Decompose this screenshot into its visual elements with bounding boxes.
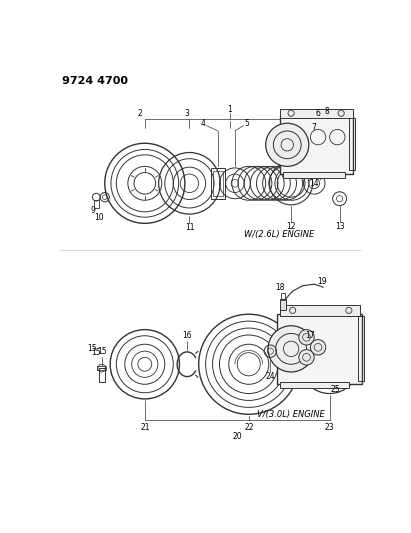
- Bar: [94, 200, 99, 208]
- Circle shape: [299, 329, 314, 345]
- Text: 3: 3: [185, 109, 189, 118]
- Text: 9724 4700: 9724 4700: [62, 76, 128, 86]
- Text: 15: 15: [97, 348, 106, 357]
- Bar: [279, 116, 353, 174]
- Text: 19: 19: [317, 277, 327, 286]
- Bar: [99, 368, 105, 382]
- Text: 5: 5: [244, 119, 249, 128]
- Circle shape: [266, 123, 309, 166]
- Bar: [212, 171, 223, 196]
- Text: 20: 20: [232, 432, 242, 441]
- Text: 14: 14: [309, 179, 319, 188]
- Bar: [349, 118, 355, 170]
- Circle shape: [299, 350, 314, 365]
- Text: 15: 15: [88, 344, 97, 353]
- Text: 12: 12: [286, 222, 296, 231]
- Bar: [279, 109, 353, 118]
- Bar: [277, 314, 362, 384]
- Bar: [279, 305, 360, 316]
- Text: 16: 16: [182, 332, 192, 340]
- Bar: [317, 122, 326, 134]
- Text: 2: 2: [137, 109, 142, 118]
- Text: 21: 21: [140, 423, 150, 432]
- Bar: [281, 293, 285, 300]
- Bar: [211, 168, 225, 199]
- Text: 4: 4: [201, 119, 206, 128]
- Bar: [97, 366, 106, 370]
- Text: 7: 7: [312, 123, 316, 132]
- Bar: [279, 382, 349, 388]
- Bar: [320, 114, 324, 123]
- Text: 10: 10: [94, 213, 104, 222]
- Text: 24: 24: [266, 372, 275, 381]
- Text: W/(2.6L) ENGINE: W/(2.6L) ENGINE: [245, 230, 315, 239]
- Circle shape: [310, 340, 326, 355]
- Text: 1: 1: [227, 105, 232, 114]
- Text: 9: 9: [90, 206, 95, 215]
- Circle shape: [268, 326, 314, 372]
- Text: V/(3.0L) ENGINE: V/(3.0L) ENGINE: [257, 410, 325, 419]
- Text: 13: 13: [335, 222, 344, 231]
- Bar: [358, 316, 364, 381]
- Bar: [284, 172, 345, 178]
- Bar: [279, 299, 286, 310]
- Text: 22: 22: [244, 423, 254, 432]
- Text: 15: 15: [92, 348, 101, 357]
- Text: 11: 11: [185, 223, 194, 232]
- Text: 17: 17: [305, 332, 315, 340]
- Text: 8: 8: [324, 107, 329, 116]
- Text: 23: 23: [325, 423, 335, 432]
- Text: 6: 6: [316, 109, 321, 118]
- Text: 18: 18: [275, 283, 285, 292]
- Text: 25: 25: [331, 385, 341, 394]
